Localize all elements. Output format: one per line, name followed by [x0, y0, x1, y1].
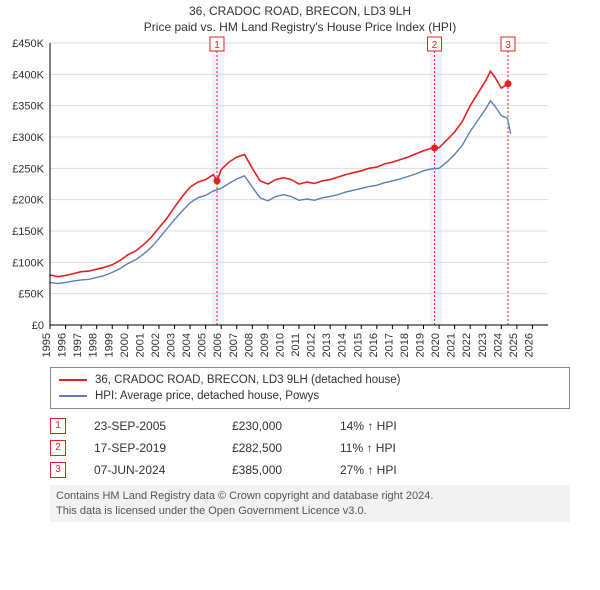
svg-text:2019: 2019 [415, 333, 427, 357]
svg-text:2005: 2005 [197, 333, 209, 357]
legend-label: 36, CRADOC ROAD, BRECON, LD3 9LH (detach… [95, 372, 401, 388]
event-price: £282,500 [232, 441, 312, 455]
svg-text:£450K: £450K [12, 38, 44, 50]
event-number-box: 1 [50, 418, 66, 434]
svg-text:2022: 2022 [461, 333, 473, 357]
footer-line1: Contains HM Land Registry data © Crown c… [56, 489, 564, 503]
svg-text:2008: 2008 [243, 333, 255, 357]
svg-text:2006: 2006 [212, 333, 224, 357]
event-number-box: 2 [50, 440, 66, 456]
event-price: £230,000 [232, 419, 312, 433]
svg-text:2003: 2003 [166, 333, 178, 357]
legend-item: 36, CRADOC ROAD, BRECON, LD3 9LH (detach… [59, 372, 561, 388]
svg-text:2014: 2014 [337, 333, 349, 357]
svg-text:2010: 2010 [274, 333, 286, 357]
legend-item: HPI: Average price, detached house, Powy… [59, 388, 561, 404]
event-row: 3 07-JUN-2024 £385,000 27% ↑ HPI [50, 459, 570, 481]
svg-text:2021: 2021 [446, 333, 458, 357]
chart-titles: 36, CRADOC ROAD, BRECON, LD3 9LH Price p… [0, 0, 600, 35]
svg-text:1998: 1998 [88, 333, 100, 357]
legend-swatch [59, 379, 87, 381]
legend: 36, CRADOC ROAD, BRECON, LD3 9LH (detach… [50, 367, 570, 409]
event-pct: 14% ↑ HPI [340, 419, 397, 433]
svg-text:2020: 2020 [430, 333, 442, 357]
event-row: 2 17-SEP-2019 £282,500 11% ↑ HPI [50, 437, 570, 459]
svg-text:2015: 2015 [352, 333, 364, 357]
footer-line2: This data is licensed under the Open Gov… [56, 504, 564, 518]
event-row: 1 23-SEP-2005 £230,000 14% ↑ HPI [50, 415, 570, 437]
svg-text:2016: 2016 [368, 333, 380, 357]
line-chart: £0 £50K £100K £150K £200K £250K £300K £350K £400… [0, 35, 560, 365]
svg-text:2012: 2012 [306, 333, 318, 357]
legend-swatch [59, 395, 87, 397]
svg-text:2024: 2024 [492, 333, 504, 357]
svg-text:2017: 2017 [383, 333, 395, 357]
svg-text:2013: 2013 [321, 333, 333, 357]
legend-label: HPI: Average price, detached house, Powy… [95, 388, 319, 404]
events-table: 1 23-SEP-2005 £230,000 14% ↑ HPI 2 17-SEP-201… [50, 415, 570, 481]
svg-text:2018: 2018 [399, 333, 411, 357]
svg-text:£200K: £200K [12, 195, 44, 207]
svg-text:1997: 1997 [72, 333, 84, 357]
event-date: 17-SEP-2019 [94, 441, 204, 455]
svg-text:2004: 2004 [181, 333, 193, 357]
svg-text:2: 2 [432, 40, 438, 51]
svg-text:2025: 2025 [508, 333, 520, 357]
svg-text:2007: 2007 [228, 333, 240, 357]
event-pct: 11% ↑ HPI [340, 441, 396, 455]
svg-text:1999: 1999 [103, 333, 115, 357]
event-date: 23-SEP-2005 [94, 419, 204, 433]
svg-text:£400K: £400K [12, 70, 44, 82]
svg-text:2023: 2023 [477, 333, 489, 357]
svg-text:£300K: £300K [12, 132, 44, 144]
svg-text:2026: 2026 [523, 333, 535, 357]
footer-attribution: Contains HM Land Registry data © Crown c… [50, 485, 570, 522]
svg-text:1996: 1996 [57, 333, 69, 357]
event-number-box: 3 [50, 462, 66, 478]
title-line2: Price paid vs. HM Land Registry's House … [0, 20, 600, 36]
svg-text:£250K: £250K [12, 164, 44, 176]
svg-text:2009: 2009 [259, 333, 271, 357]
svg-text:2011: 2011 [290, 333, 302, 357]
svg-text:2002: 2002 [150, 333, 162, 357]
svg-text:2001: 2001 [134, 333, 146, 357]
svg-text:1: 1 [214, 40, 220, 51]
svg-text:£150K: £150K [12, 226, 44, 238]
event-price: £385,000 [232, 463, 312, 477]
svg-text:1995: 1995 [41, 333, 53, 357]
svg-text:£100K: £100K [12, 258, 44, 270]
svg-text:£50K: £50K [18, 289, 44, 301]
svg-text:3: 3 [505, 40, 511, 51]
event-pct: 27% ↑ HPI [340, 463, 397, 477]
svg-text:£350K: £350K [12, 101, 44, 113]
svg-text:£0: £0 [32, 320, 44, 332]
chart-container: 36, CRADOC ROAD, BRECON, LD3 9LH Price p… [0, 0, 600, 590]
title-line1: 36, CRADOC ROAD, BRECON, LD3 9LH [0, 4, 600, 20]
event-date: 07-JUN-2024 [94, 463, 204, 477]
svg-text:2000: 2000 [119, 333, 131, 357]
